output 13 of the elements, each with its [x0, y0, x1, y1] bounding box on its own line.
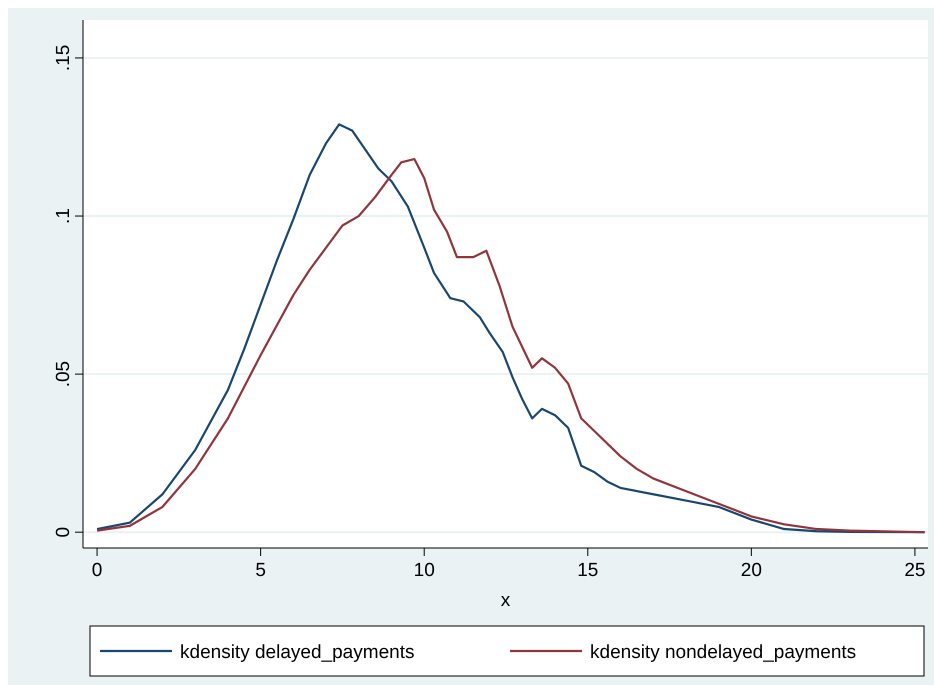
- x-tick-label: 20: [740, 560, 762, 581]
- y-tick-label: .05: [53, 360, 74, 388]
- legend-label: kdensity delayed_payments: [180, 642, 414, 663]
- x-tick-label: 10: [414, 560, 435, 581]
- x-tick-label: 5: [255, 560, 266, 581]
- legend-label: kdensity nondelayed_payments: [590, 642, 856, 663]
- x-tick-label: 0: [92, 560, 102, 581]
- x-axis-title: x: [500, 590, 511, 611]
- y-tick-label: .15: [53, 44, 74, 72]
- y-tick-label: .1: [53, 208, 74, 224]
- y-tick-label: 0: [53, 526, 74, 538]
- x-tick-label: 15: [577, 560, 598, 581]
- x-tick-label: 25: [904, 560, 926, 581]
